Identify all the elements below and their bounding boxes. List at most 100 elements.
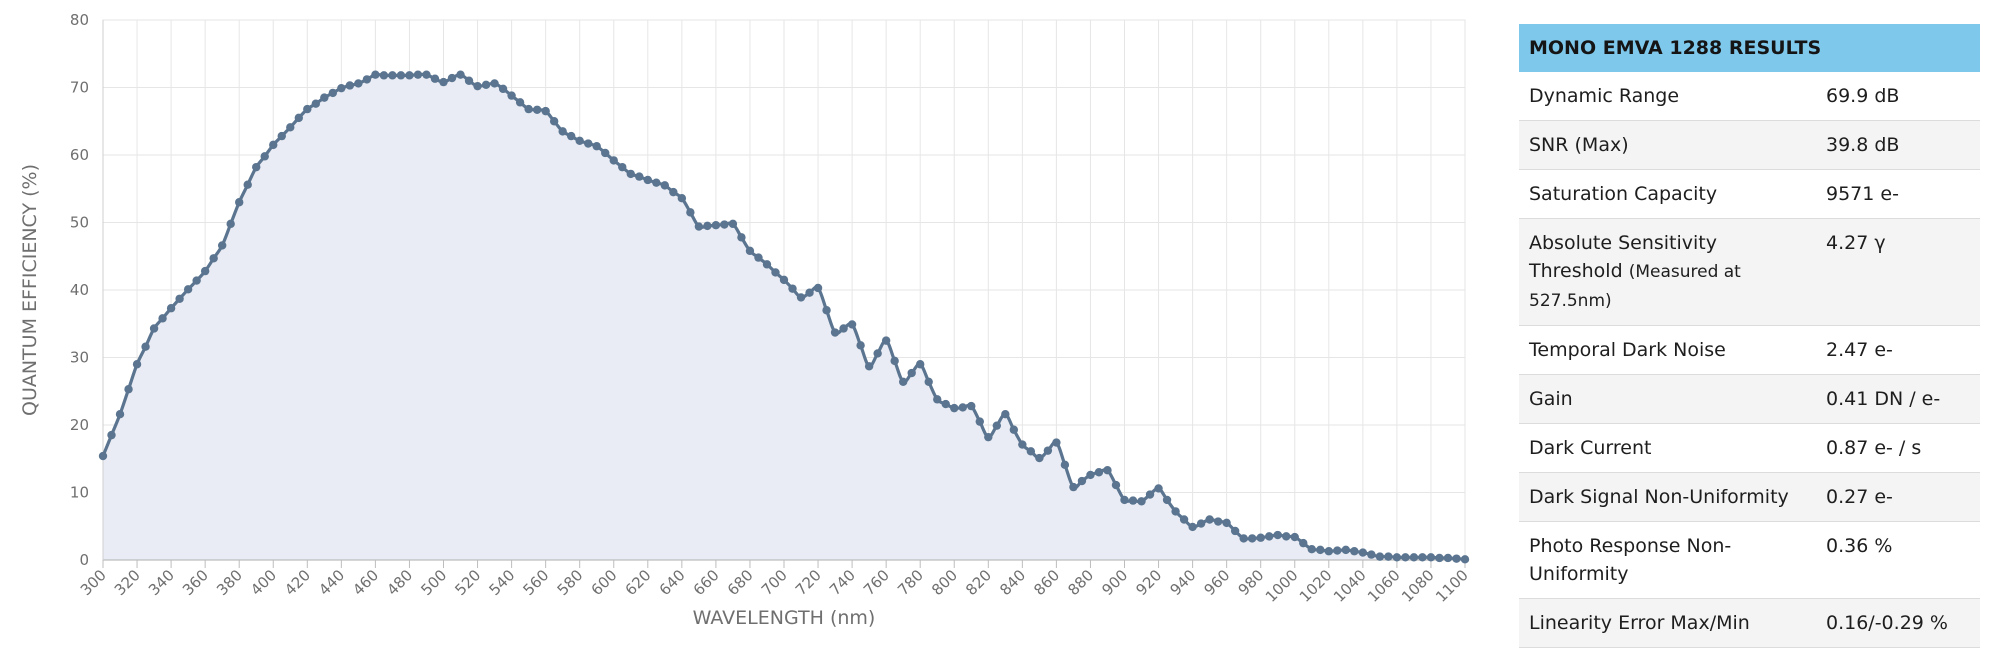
results-row: Gain 0.41 DN / e- — [1519, 374, 1980, 424]
x-tick-label: 1000 — [1262, 566, 1302, 606]
qe-data-point — [260, 152, 269, 161]
qe-data-point — [1230, 526, 1240, 536]
qe-data-point — [1367, 550, 1376, 559]
qe-data-point — [575, 136, 584, 146]
qe-data-point — [933, 395, 942, 404]
qe-data-point — [881, 336, 891, 345]
qe-data-point — [669, 187, 678, 197]
qe-data-point — [992, 421, 1002, 430]
qe-data-point — [303, 104, 312, 114]
result-label: Photo Response Non-Uniformity — [1519, 521, 1816, 599]
qe-data-point — [498, 84, 508, 94]
x-tick-label: 1060 — [1364, 566, 1404, 606]
results-row: Absolute Sensitivity Threshold (Measured… — [1519, 218, 1980, 326]
qe-data-point — [413, 70, 423, 79]
qe-data-point — [158, 314, 167, 323]
qe-data-point — [796, 293, 806, 302]
x-tick-label: 400 — [247, 566, 280, 599]
x-axis-title: WAVELENGTH (nm) — [693, 607, 876, 629]
x-tick-label: 720 — [792, 566, 825, 599]
qe-data-point — [1239, 534, 1248, 543]
x-tick-label: 460 — [349, 566, 382, 599]
qe-data-point — [1205, 515, 1214, 524]
qe-data-point — [1094, 468, 1104, 477]
result-value: 39.8 dB — [1816, 120, 1980, 170]
x-tick-label: 640 — [656, 566, 689, 599]
qe-data-point — [1435, 553, 1444, 563]
y-tick-labels: 0 10 20 30 40 50 60 70 80 — [70, 11, 89, 569]
results-row: Temporal Dark Noise 2.47 e- — [1519, 325, 1980, 375]
qe-data-point — [1460, 555, 1470, 564]
qe-data-point — [1162, 495, 1172, 505]
qe-data-point — [907, 368, 916, 378]
qe-data-point — [405, 71, 414, 80]
qe-data-point — [711, 221, 721, 230]
qe-data-point — [830, 328, 840, 337]
qe-data-point — [439, 77, 448, 87]
qe-data-point — [532, 105, 542, 114]
qe-data-point — [1426, 553, 1436, 562]
qe-data-point — [345, 81, 355, 90]
qe-data-point — [1341, 545, 1351, 555]
qe-data-point — [652, 178, 661, 187]
qe-data-point — [941, 399, 950, 409]
x-tick-label: 440 — [315, 566, 348, 599]
qe-data-point — [481, 80, 491, 90]
result-label: Linearity Error Max/Min — [1519, 598, 1816, 648]
qe-data-point — [592, 142, 601, 151]
qe-data-point — [950, 403, 959, 413]
qe-data-point — [1358, 548, 1368, 557]
results-title: MONO EMVA 1288 RESULTS — [1519, 24, 1980, 72]
x-tick-label: 660 — [690, 566, 723, 599]
x-tick-label: 760 — [860, 566, 893, 599]
results-row: SNR (Max) 39.8 dB — [1519, 120, 1980, 170]
x-tick-label: 840 — [996, 566, 1029, 599]
qe-data-point — [788, 284, 797, 293]
result-label: Dark Signal Non-Uniformity — [1519, 472, 1816, 522]
qe-data-point — [1222, 518, 1231, 528]
x-tick-label: 380 — [213, 566, 246, 599]
x-tick-label: 340 — [145, 566, 178, 599]
qe-data-point — [1060, 460, 1070, 470]
qe-data-point — [813, 283, 823, 293]
qe-data-point — [958, 403, 967, 412]
results-row: Dark Current 0.87 e- / s — [1519, 423, 1980, 473]
x-tick-label: 960 — [1200, 566, 1233, 599]
qe-data-point — [1299, 538, 1308, 548]
x-tick-label: 580 — [554, 566, 587, 599]
qe-data-point — [566, 131, 576, 141]
qe-data-point — [609, 156, 618, 165]
results-row: Photo Response Non-Uniformity 0.36 % — [1519, 521, 1980, 599]
x-tick-label: 900 — [1098, 566, 1131, 599]
qe-data-point — [1452, 554, 1461, 563]
qe-data-point — [1443, 553, 1453, 563]
qe-data-point — [737, 233, 746, 242]
x-tick-label: 420 — [281, 566, 314, 599]
results-row: Linearity Error Max/Min 0.16/-0.29 % — [1519, 598, 1980, 648]
emva-results-table: MONO EMVA 1288 RESULTS Dynamic Range 69.9… — [1519, 24, 1980, 648]
x-tick-label: 1040 — [1330, 566, 1370, 606]
result-label-text: Photo Response Non-Uniformity — [1529, 535, 1732, 585]
qe-data-point — [311, 99, 321, 108]
y-axis-title: QUANTUM EFFICIENCY (%) — [19, 164, 41, 416]
qe-data-point — [984, 432, 993, 442]
qe-data-point — [1196, 519, 1206, 528]
qe-data-point — [1375, 552, 1385, 561]
qe-data-point — [175, 294, 184, 303]
qe-data-point — [192, 276, 201, 285]
qe-data-point — [1052, 438, 1061, 447]
result-label-text: Gain — [1529, 388, 1573, 410]
qe-data-point — [507, 91, 516, 100]
qe-data-point — [1265, 532, 1274, 541]
qe-data-point — [422, 70, 431, 79]
qe-data-point — [694, 222, 704, 231]
qe-data-point — [1247, 534, 1257, 543]
result-label: Gain — [1519, 374, 1816, 424]
qe-data-point — [686, 208, 695, 217]
qe-data-point — [975, 417, 984, 426]
qe-data-point — [269, 140, 278, 150]
qe-data-point — [1001, 410, 1010, 419]
qe-data-point — [362, 75, 372, 84]
y-tick-label: 10 — [70, 484, 89, 502]
